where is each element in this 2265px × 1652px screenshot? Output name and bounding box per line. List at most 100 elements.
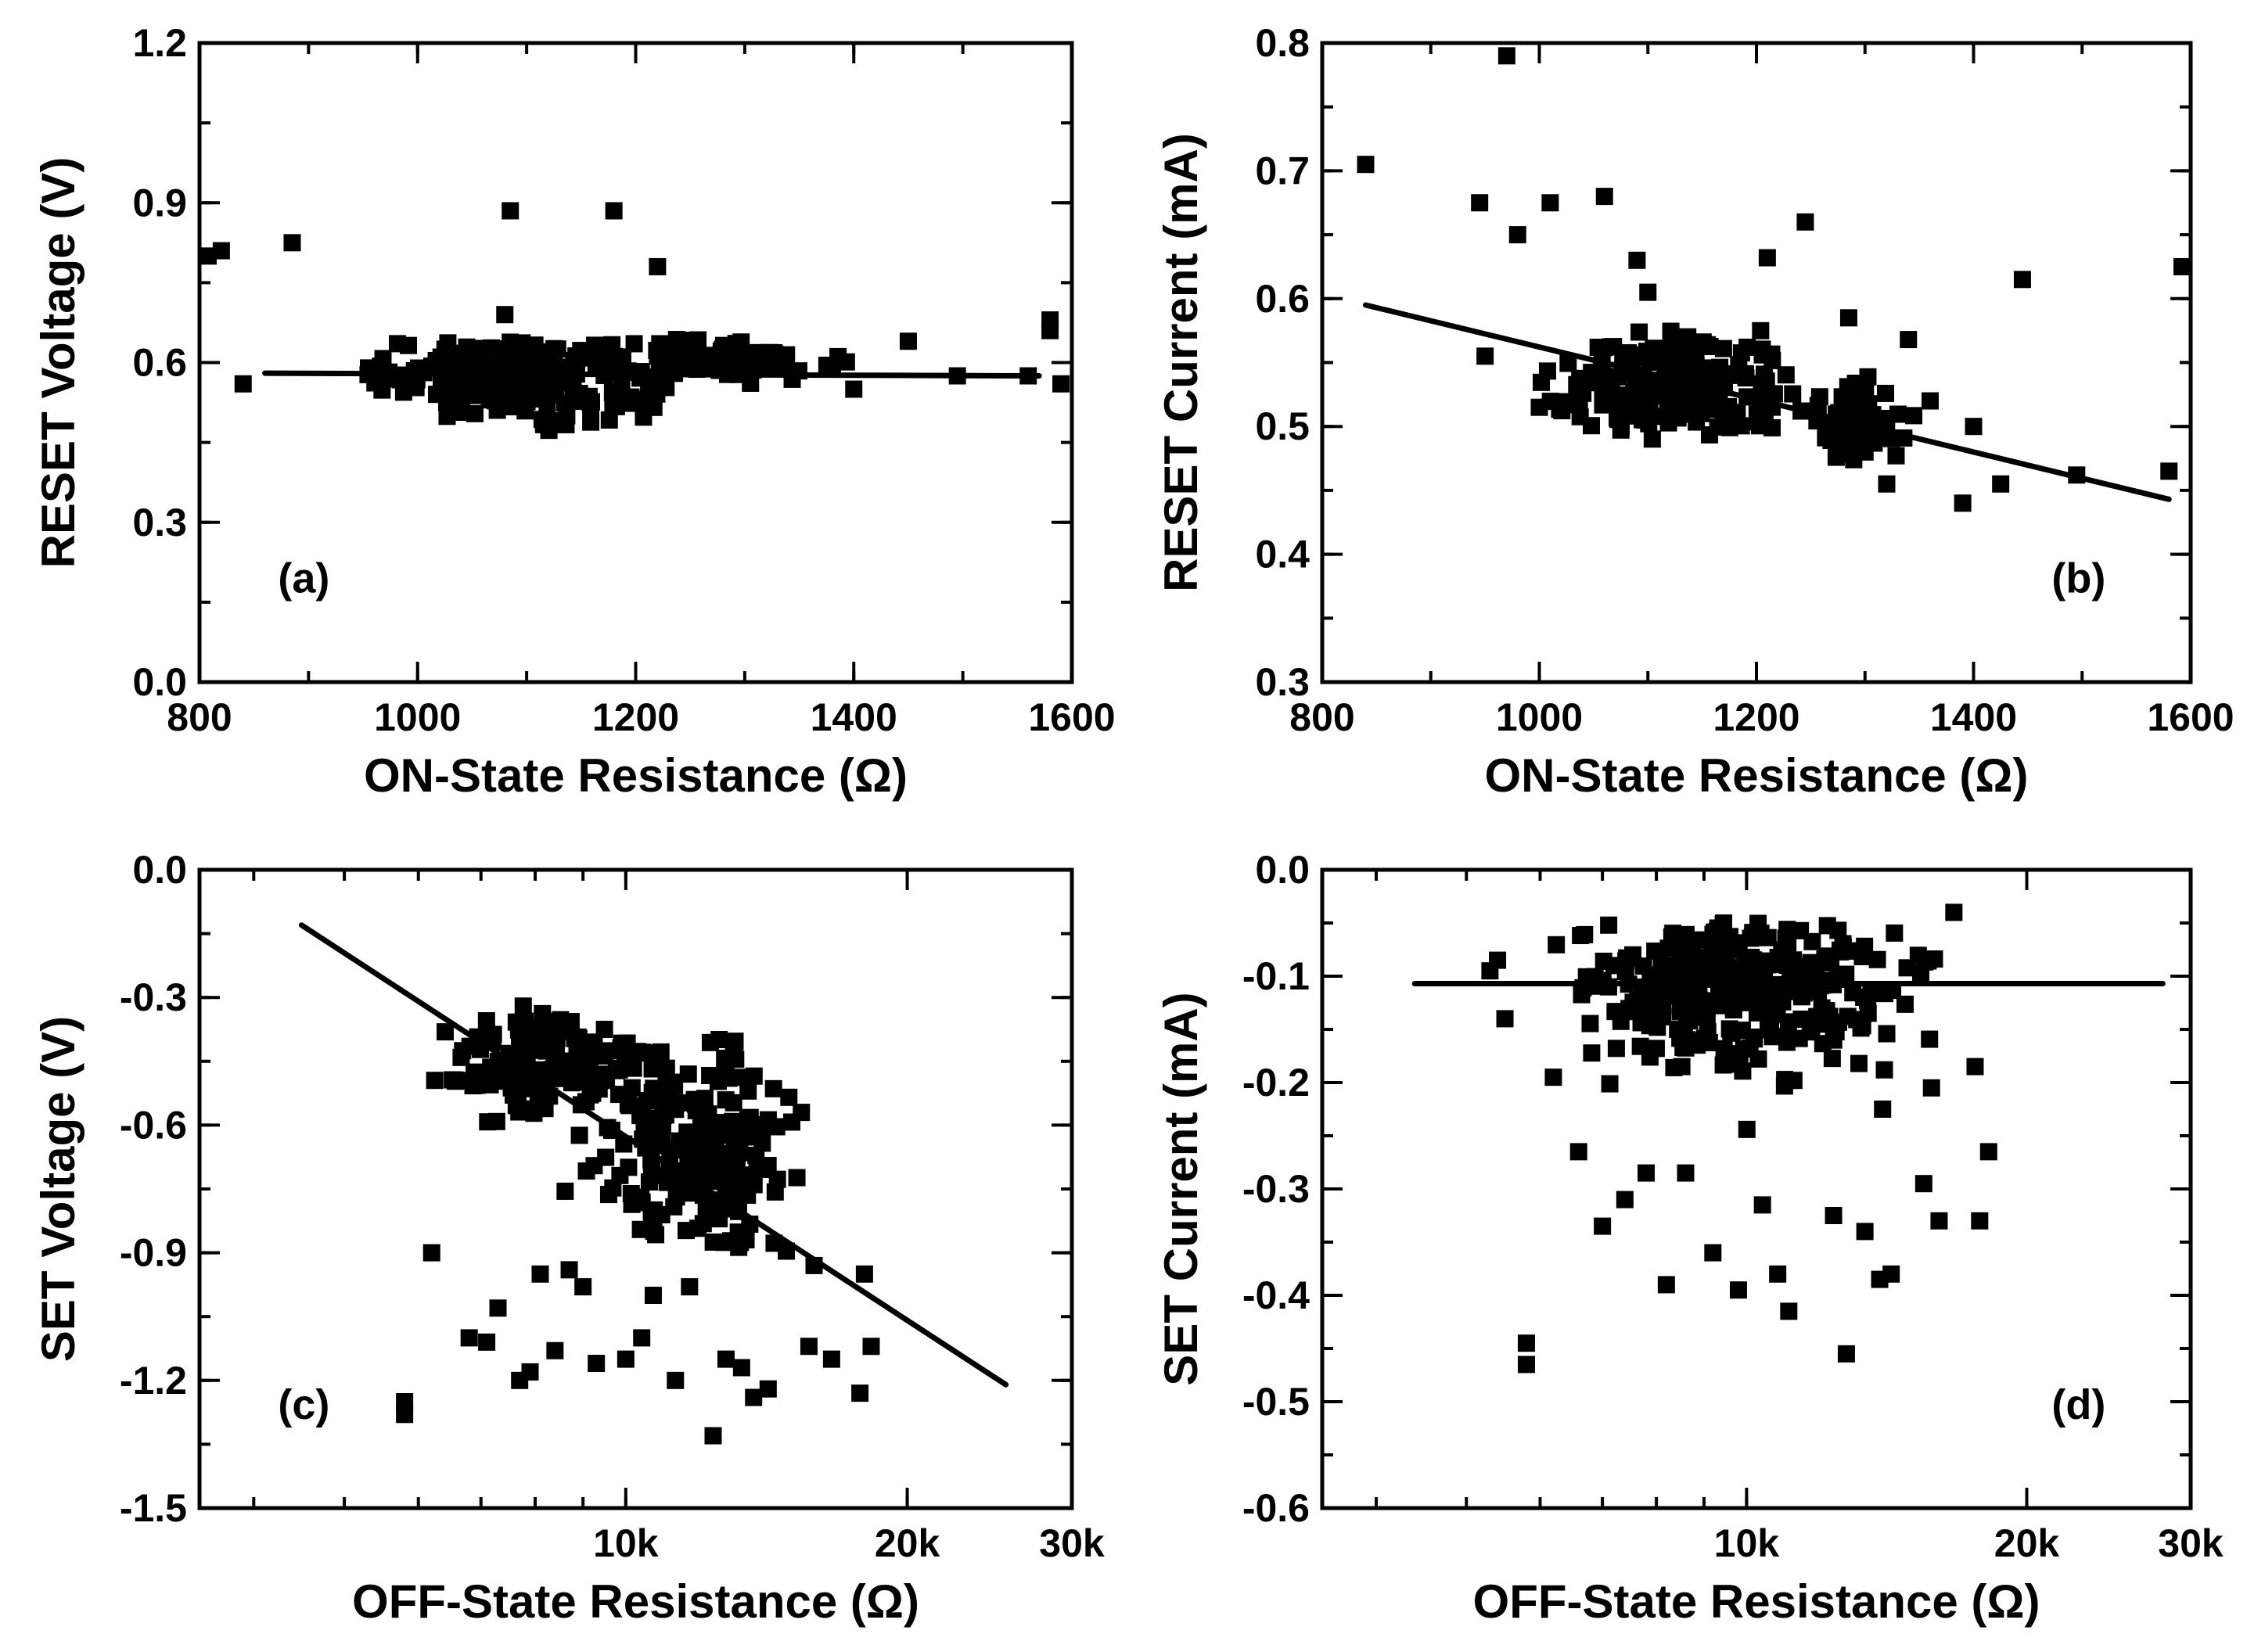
data-point xyxy=(1673,1058,1691,1076)
data-point xyxy=(823,358,841,376)
plot-frame xyxy=(197,867,1074,1510)
data-point xyxy=(1809,397,1827,415)
data-point xyxy=(1905,407,1923,425)
chart-panel-c: 0.0 -0.3 -0.6 -0.9 -1.2 -1.5 10k 20k 30k (c) OFF-S… xyxy=(32,848,1105,1628)
x-tick-label: 30k xyxy=(2158,1521,2224,1565)
data-point xyxy=(747,1147,765,1165)
x-tick-label: 1600 xyxy=(1028,695,1115,739)
y-tick-label: -1.2 xyxy=(120,1359,187,1402)
y-tick-label: 0.0 xyxy=(132,660,187,704)
data-point xyxy=(487,1112,505,1130)
data-point xyxy=(1769,1265,1787,1283)
data-point xyxy=(1730,984,1748,1002)
data-point xyxy=(1630,323,1648,341)
data-point xyxy=(1689,1000,1707,1018)
data-point xyxy=(647,1226,665,1244)
data-point xyxy=(1713,941,1731,959)
data-point xyxy=(793,1104,811,1122)
x-tick-label: 20k xyxy=(875,1521,940,1565)
data-point xyxy=(1833,388,1851,406)
data-point xyxy=(1823,1050,1841,1068)
data-point xyxy=(643,1060,661,1078)
data-point xyxy=(1631,1037,1649,1055)
y-axis-title: RESET Voltage (V) xyxy=(32,157,84,569)
data-point xyxy=(1496,1010,1514,1028)
y-tick-label: 0.3 xyxy=(132,501,187,544)
y-tick-label: 0.0 xyxy=(1255,848,1310,892)
data-point xyxy=(483,339,501,357)
data-point xyxy=(564,380,582,398)
y-tick-label: 0.3 xyxy=(1255,660,1310,704)
data-point xyxy=(514,997,532,1015)
data-point xyxy=(741,1108,759,1126)
data-point xyxy=(1882,1265,1900,1283)
data-point xyxy=(504,383,522,401)
data-point xyxy=(660,1097,678,1115)
data-point xyxy=(1596,379,1614,397)
data-point xyxy=(764,1079,782,1097)
y-tick-label: -1.5 xyxy=(120,1486,187,1530)
data-point xyxy=(1878,1025,1896,1043)
data-point xyxy=(588,1355,606,1373)
data-point xyxy=(696,1090,714,1108)
data-point xyxy=(1583,1044,1601,1062)
data-point xyxy=(1818,917,1836,935)
data-point xyxy=(613,1034,631,1052)
x-tick-label: 10k xyxy=(593,1521,659,1565)
data-point xyxy=(1965,418,1983,436)
chart-panel-d: 0.0 -0.1 -0.2 -0.3 -0.4 -0.5 -0.6 10k 20k 30k (d) O… xyxy=(1155,848,2224,1628)
data-point xyxy=(484,1025,502,1043)
data-point xyxy=(1600,916,1618,934)
data-point xyxy=(534,381,552,399)
data-point xyxy=(1609,368,1627,386)
data-point xyxy=(422,1244,440,1262)
data-point xyxy=(1616,963,1634,981)
data-point xyxy=(644,1287,662,1304)
data-point xyxy=(548,1029,566,1047)
data-point xyxy=(212,242,230,260)
data-point xyxy=(1777,366,1795,384)
data-point xyxy=(1508,226,1526,244)
data-point xyxy=(1732,968,1750,986)
data-point xyxy=(1875,985,1893,1003)
y-tick-label: 0.0 xyxy=(132,848,187,892)
data-point xyxy=(530,1029,548,1047)
panel-label: (c) xyxy=(278,1381,329,1428)
x-tick-label: 1000 xyxy=(374,695,461,739)
data-point xyxy=(756,344,774,362)
data-point xyxy=(899,332,917,350)
data-point xyxy=(1657,1276,1675,1294)
data-point xyxy=(1763,993,1781,1011)
data-point xyxy=(739,1082,757,1100)
data-point xyxy=(448,381,466,399)
panel-label: (a) xyxy=(278,555,329,602)
data-point xyxy=(582,413,600,431)
data-point xyxy=(464,1077,482,1095)
data-point xyxy=(710,1210,728,1228)
panel-label: (d) xyxy=(2051,1381,2105,1428)
data-point xyxy=(569,1068,587,1086)
y-tick-label: 0.7 xyxy=(1255,149,1310,192)
x-tick-label: 1200 xyxy=(592,695,679,739)
y-tick-label: 0.4 xyxy=(1255,533,1310,576)
data-point xyxy=(710,1031,728,1049)
data-point xyxy=(1784,385,1802,403)
data-point xyxy=(1748,1004,1766,1022)
data-point xyxy=(658,1173,676,1191)
data-point xyxy=(1853,1017,1871,1035)
x-tick-label: 1200 xyxy=(1713,695,1799,739)
data-point xyxy=(1846,374,1864,392)
data-point xyxy=(1815,1004,1833,1022)
data-point xyxy=(1837,1345,1855,1363)
data-point xyxy=(657,1059,675,1077)
data-point xyxy=(1041,321,1059,339)
data-point xyxy=(1730,356,1748,374)
data-point xyxy=(1677,1164,1695,1182)
fit-line xyxy=(1363,302,2172,502)
data-point xyxy=(1593,971,1611,989)
data-point xyxy=(477,1012,495,1030)
data-point xyxy=(634,1043,652,1061)
data-point xyxy=(521,1363,539,1381)
data-point xyxy=(1763,345,1781,363)
data-point xyxy=(1669,1021,1687,1039)
